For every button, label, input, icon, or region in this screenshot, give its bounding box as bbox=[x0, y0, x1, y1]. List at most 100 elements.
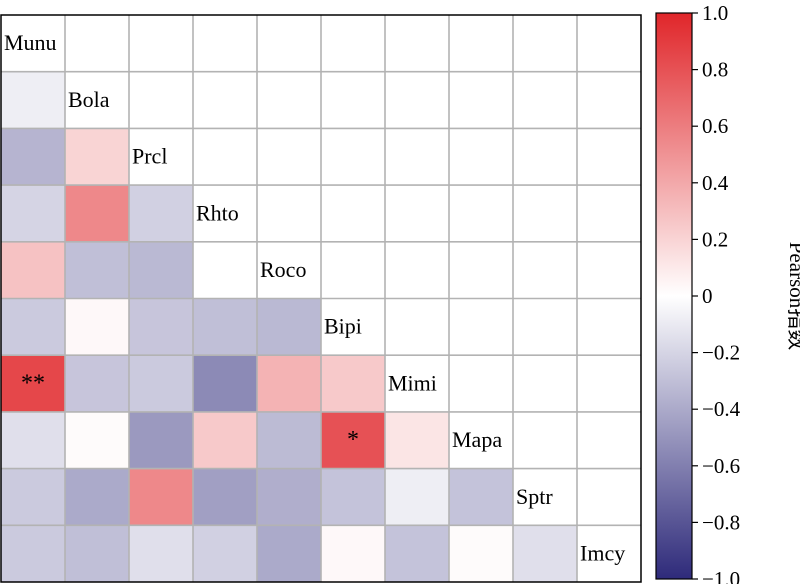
heatmap-cell bbox=[513, 15, 577, 72]
heatmap-cell bbox=[1, 525, 65, 582]
heatmap-cell bbox=[65, 468, 129, 526]
colorbar-tick-label: −0.2 bbox=[702, 341, 740, 365]
heatmap-cell bbox=[385, 15, 449, 72]
heatmap-cell bbox=[1, 71, 65, 129]
heatmap-cell bbox=[321, 525, 385, 582]
heatmap-cell bbox=[65, 525, 129, 582]
heatmap-cell bbox=[385, 355, 449, 412]
heatmap-cell bbox=[129, 411, 193, 469]
heatmap-cell bbox=[385, 128, 449, 186]
heatmap-cell bbox=[385, 71, 449, 129]
heatmap-cell bbox=[577, 71, 641, 129]
colorbar-tick-label: 0.2 bbox=[702, 227, 728, 251]
heatmap-cell bbox=[1, 298, 65, 356]
heatmap-cell bbox=[513, 298, 577, 356]
heatmap-cell bbox=[65, 15, 129, 72]
heatmap-cell bbox=[321, 15, 385, 72]
variable-label: Roco bbox=[260, 257, 306, 282]
heatmap-cell bbox=[193, 185, 257, 242]
heatmap-cell bbox=[513, 71, 577, 129]
heatmap-cell bbox=[513, 525, 577, 582]
heatmap-cell bbox=[321, 468, 385, 526]
colorbar-tick-label: −0.4 bbox=[702, 397, 741, 421]
heatmap-cell bbox=[65, 71, 129, 129]
variable-label: Sptr bbox=[516, 484, 553, 509]
colorbar-tick-label: 1.0 bbox=[702, 1, 728, 25]
heatmap-cell bbox=[513, 128, 577, 186]
heatmap-cell bbox=[193, 525, 257, 582]
heatmap-cell bbox=[321, 241, 385, 299]
colorbar-tick-label: −1.0 bbox=[702, 567, 740, 584]
heatmap-cell bbox=[193, 128, 257, 186]
heatmap-cell bbox=[513, 185, 577, 242]
variable-label: Prcl bbox=[132, 144, 167, 169]
heatmap-cell bbox=[257, 241, 321, 299]
heatmap-cell bbox=[449, 468, 513, 526]
variable-label: Munu bbox=[4, 30, 57, 55]
heatmap-cell bbox=[257, 185, 321, 242]
heatmap-cell bbox=[577, 128, 641, 186]
heatmap-cell bbox=[577, 468, 641, 526]
heatmap-cell bbox=[193, 298, 257, 356]
colorbar-label: Pearson指数 bbox=[785, 242, 800, 351]
heatmap-cell bbox=[385, 298, 449, 356]
heatmap-cell bbox=[65, 128, 129, 186]
heatmap-cell bbox=[577, 355, 641, 412]
heatmap-cell bbox=[321, 411, 385, 469]
heatmap-cell bbox=[449, 298, 513, 356]
heatmap-cell bbox=[385, 525, 449, 582]
heatmap-cell bbox=[385, 185, 449, 242]
heatmap-cell bbox=[129, 468, 193, 526]
heatmap-cell bbox=[65, 241, 129, 299]
heatmap-cell bbox=[129, 241, 193, 299]
heatmap-cell bbox=[1, 15, 65, 72]
heatmap-cell bbox=[65, 355, 129, 412]
variable-label: Imcy bbox=[580, 540, 625, 565]
heatmap-cell bbox=[577, 298, 641, 356]
heatmap-cell bbox=[257, 15, 321, 72]
heatmap-cell bbox=[577, 525, 641, 582]
heatmap-cell bbox=[257, 298, 321, 356]
heatmap-cell bbox=[321, 128, 385, 186]
heatmap-cell bbox=[449, 71, 513, 129]
heatmap-cell bbox=[129, 355, 193, 412]
heatmap-cell bbox=[321, 298, 385, 356]
heatmap-cell bbox=[193, 411, 257, 469]
heatmap-cell bbox=[577, 411, 641, 469]
heatmap-cell bbox=[193, 468, 257, 526]
variable-labels: Munu Bola Prcl Rhto Roco Bipi Mimi Mapa Sptr Imcy bbox=[4, 30, 625, 565]
colorbar-tick-label: 0.4 bbox=[702, 171, 729, 195]
variable-label: Bola bbox=[68, 87, 110, 112]
heatmap-cell bbox=[257, 71, 321, 129]
heatmap-cell bbox=[257, 468, 321, 526]
heatmap-cell bbox=[449, 411, 513, 469]
heatmap-cell bbox=[321, 185, 385, 242]
heatmap-cell bbox=[1, 185, 65, 242]
heatmap-cell bbox=[257, 525, 321, 582]
heatmap-cell bbox=[193, 15, 257, 72]
colorbar-tick-label: −0.6 bbox=[702, 454, 740, 478]
heatmap-cell bbox=[321, 355, 385, 412]
heatmap-cell bbox=[129, 525, 193, 582]
colorbar-ticks: 1.0 0.8 0.6 0.4 0.2 0 −0.2 −0.4 −0.6 −0.8 −1.0 bbox=[692, 1, 741, 584]
heatmap-cell bbox=[129, 128, 193, 186]
heatmap-cell bbox=[257, 355, 321, 412]
heatmap-cell bbox=[257, 411, 321, 469]
heatmap-cell bbox=[513, 411, 577, 469]
heatmap-cells bbox=[1, 15, 641, 582]
variable-label: Mimi bbox=[388, 370, 437, 395]
heatmap-cell bbox=[577, 185, 641, 242]
heatmap-cell bbox=[1, 241, 65, 299]
heatmap-cell bbox=[129, 298, 193, 356]
heatmap-cell bbox=[129, 71, 193, 129]
heatmap-cell bbox=[129, 185, 193, 242]
heatmap-cell bbox=[193, 71, 257, 129]
heatmap-cell bbox=[193, 355, 257, 412]
heatmap-frame bbox=[0, 14, 642, 583]
heatmap-cell bbox=[1, 468, 65, 526]
significance-mark: * bbox=[347, 427, 359, 453]
variable-label: Rhto bbox=[196, 200, 239, 225]
heatmap-cell bbox=[513, 355, 577, 412]
variable-label: Mapa bbox=[452, 427, 502, 452]
